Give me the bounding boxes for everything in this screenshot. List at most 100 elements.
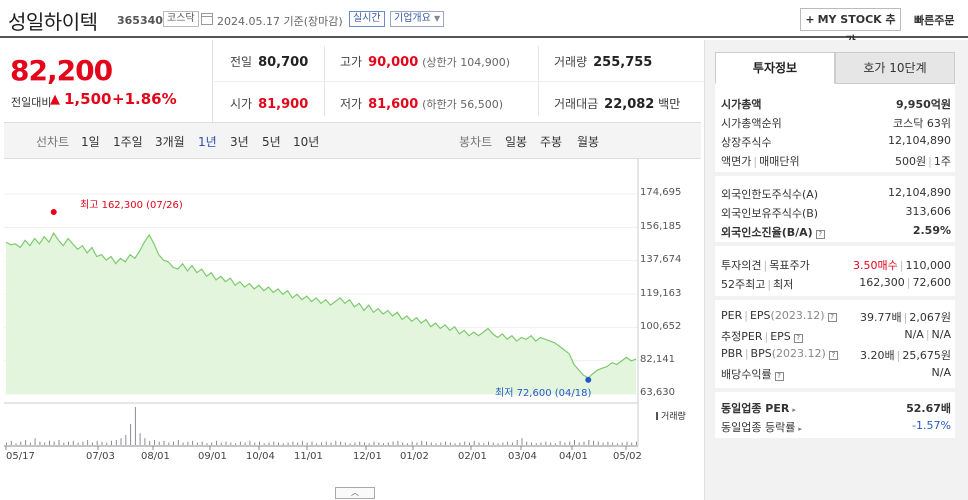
market-cap-label: 시가총액 — [721, 98, 762, 111]
high-marker — [50, 209, 57, 215]
tab-period-3y[interactable]: 3년 — [230, 135, 249, 149]
volume-bar — [330, 442, 332, 445]
volume-bar — [340, 441, 342, 445]
industry-per-link[interactable]: 동일업종 PER ▸ — [721, 402, 796, 415]
volume-bar — [301, 440, 303, 445]
foreign-card: 외국인한도주식수(A) 12,104,890 외국인보유주식수(B) 313,606… — [715, 176, 955, 242]
tab-investment-info[interactable]: 투자정보 — [715, 52, 835, 84]
volume-bar — [416, 442, 418, 445]
tab-period-10y[interactable]: 10년 — [293, 135, 320, 149]
tab-order-book[interactable]: 호가 10단계 — [835, 52, 955, 84]
quick-order-link[interactable]: 빠른주문 — [914, 14, 955, 27]
volume-bar — [559, 440, 561, 445]
amount-value: 22,082 — [604, 97, 655, 112]
valuation-card: PER | EPS(2023.12)? 39.77배 | 2,067원 추정PER | EPS… — [715, 300, 955, 388]
volume-bar — [196, 442, 198, 445]
volume-bar — [154, 439, 155, 445]
volume-legend: 거래량 — [656, 409, 686, 422]
volume-bar — [106, 442, 108, 445]
tab-candle-monthly[interactable]: 월봉 — [577, 135, 600, 149]
foreign-hold-label: 외국인보유주식수(B) — [721, 207, 819, 220]
pbr-bps-label: PBR | BPS(2023.12)? — [721, 347, 838, 360]
tab-period-3m[interactable]: 3개월 — [155, 135, 185, 149]
low-annotation: 최저 72,600 (04/18) — [495, 388, 592, 399]
volume-bar — [507, 441, 509, 445]
help-icon[interactable]: ? — [774, 372, 784, 381]
tab-candle-weekly[interactable]: 주봉 — [540, 135, 563, 149]
tab-period-5y[interactable]: 5년 — [262, 135, 281, 149]
x-tick-label: 02/01 — [458, 451, 487, 462]
volume-bar — [134, 407, 136, 445]
industry-per-value: 52.67배 — [906, 402, 951, 415]
x-tick-label: 05/02 — [613, 451, 642, 462]
calendar-icon — [201, 13, 213, 25]
volume-bar — [82, 441, 84, 445]
y-tick-label: 63,630 — [640, 387, 675, 398]
volume-label: 거래량 — [554, 55, 588, 69]
volume-bar — [15, 443, 17, 445]
company-info-dropdown[interactable]: 기업개요 ▼ — [390, 11, 445, 27]
help-icon[interactable]: ? — [793, 334, 803, 343]
tab-period-1y[interactable]: 1년 — [198, 135, 217, 149]
volume-bar — [636, 441, 637, 445]
help-icon[interactable]: ? — [815, 230, 825, 239]
market-cap-rank-label: 시가총액순위 — [721, 117, 782, 130]
volume-bar — [77, 442, 79, 445]
volume-bar — [521, 438, 523, 445]
x-tick-label: 03/04 — [508, 451, 537, 462]
low-price: 저가 81,600 (하한가 56,500) — [340, 95, 503, 112]
volume-bar — [478, 442, 480, 445]
volume-bar — [545, 441, 547, 445]
x-tick-label: 08/01 — [141, 451, 170, 462]
line-chart-label: 선차트 — [36, 135, 70, 149]
volume-bar — [616, 443, 618, 445]
dividend-label: 배당수익률? — [721, 366, 784, 382]
chart-collapse-toggle[interactable]: ︿ — [335, 487, 375, 499]
volume-bar — [430, 442, 432, 445]
volume-bar — [454, 443, 456, 445]
volume-bar — [96, 440, 98, 445]
industry-card: 동일업종 PER ▸ 52.67배 동일업종 등락률 ▸ -1.57% — [715, 392, 955, 438]
volume-bar — [597, 441, 599, 445]
market-cap-value: 9,950억원 — [895, 98, 951, 111]
volume-bar — [158, 441, 160, 445]
volume-bar — [68, 441, 69, 445]
high-label: 고가 — [340, 55, 363, 69]
date-value: 2024.05.17 — [217, 15, 280, 28]
volume-bar — [349, 443, 351, 445]
volume-bar — [364, 442, 365, 445]
volume-bar — [177, 439, 179, 445]
help-icon[interactable]: ? — [828, 351, 838, 360]
realtime-button[interactable]: 실시간 — [349, 11, 385, 27]
industry-rate-link[interactable]: 동일업종 등락률 ▸ — [721, 421, 802, 434]
chevron-up-icon: ︿ — [351, 488, 359, 497]
y-tick-label: 137,674 — [640, 254, 682, 265]
chevron-down-icon: ▼ — [434, 14, 441, 23]
volume-bar — [263, 443, 265, 445]
volume-bar — [335, 440, 337, 445]
my-stock-add-button[interactable]: +MY STOCK 추가 — [800, 8, 901, 47]
low-value: 81,600 — [368, 97, 419, 112]
volume-bar — [397, 440, 399, 445]
volume-bar — [368, 443, 370, 445]
x-tick-label: 10/04 — [246, 451, 275, 462]
market-cap-rank-value: 코스닥 63위 — [893, 117, 951, 130]
tab-candle-daily[interactable]: 일봉 — [505, 135, 528, 149]
volume-bar — [406, 443, 408, 445]
shares-label: 상장주식수 — [721, 136, 772, 149]
volume-bar — [373, 441, 375, 445]
tab-period-1w[interactable]: 1주일 — [113, 135, 143, 149]
week52-label: 52주최고 | 최저 — [721, 278, 794, 291]
stock-title: 성일하이텍 — [8, 10, 98, 34]
volume-bar — [63, 442, 65, 445]
tab-period-1d[interactable]: 1일 — [81, 135, 100, 149]
open-price: 시가 81,900 — [230, 95, 308, 112]
panel-tabs: 투자정보 호가 10단계 — [715, 52, 955, 84]
par-unit-value: 500원 | 1주 — [895, 155, 951, 168]
volume-bar — [125, 434, 127, 445]
volume-bar — [58, 439, 60, 445]
help-icon[interactable]: ? — [827, 313, 837, 322]
prev-close-value: 80,700 — [258, 55, 309, 70]
volume-bar — [139, 433, 141, 445]
opinion-value: 3.50매수 | 110,000 — [853, 259, 951, 272]
